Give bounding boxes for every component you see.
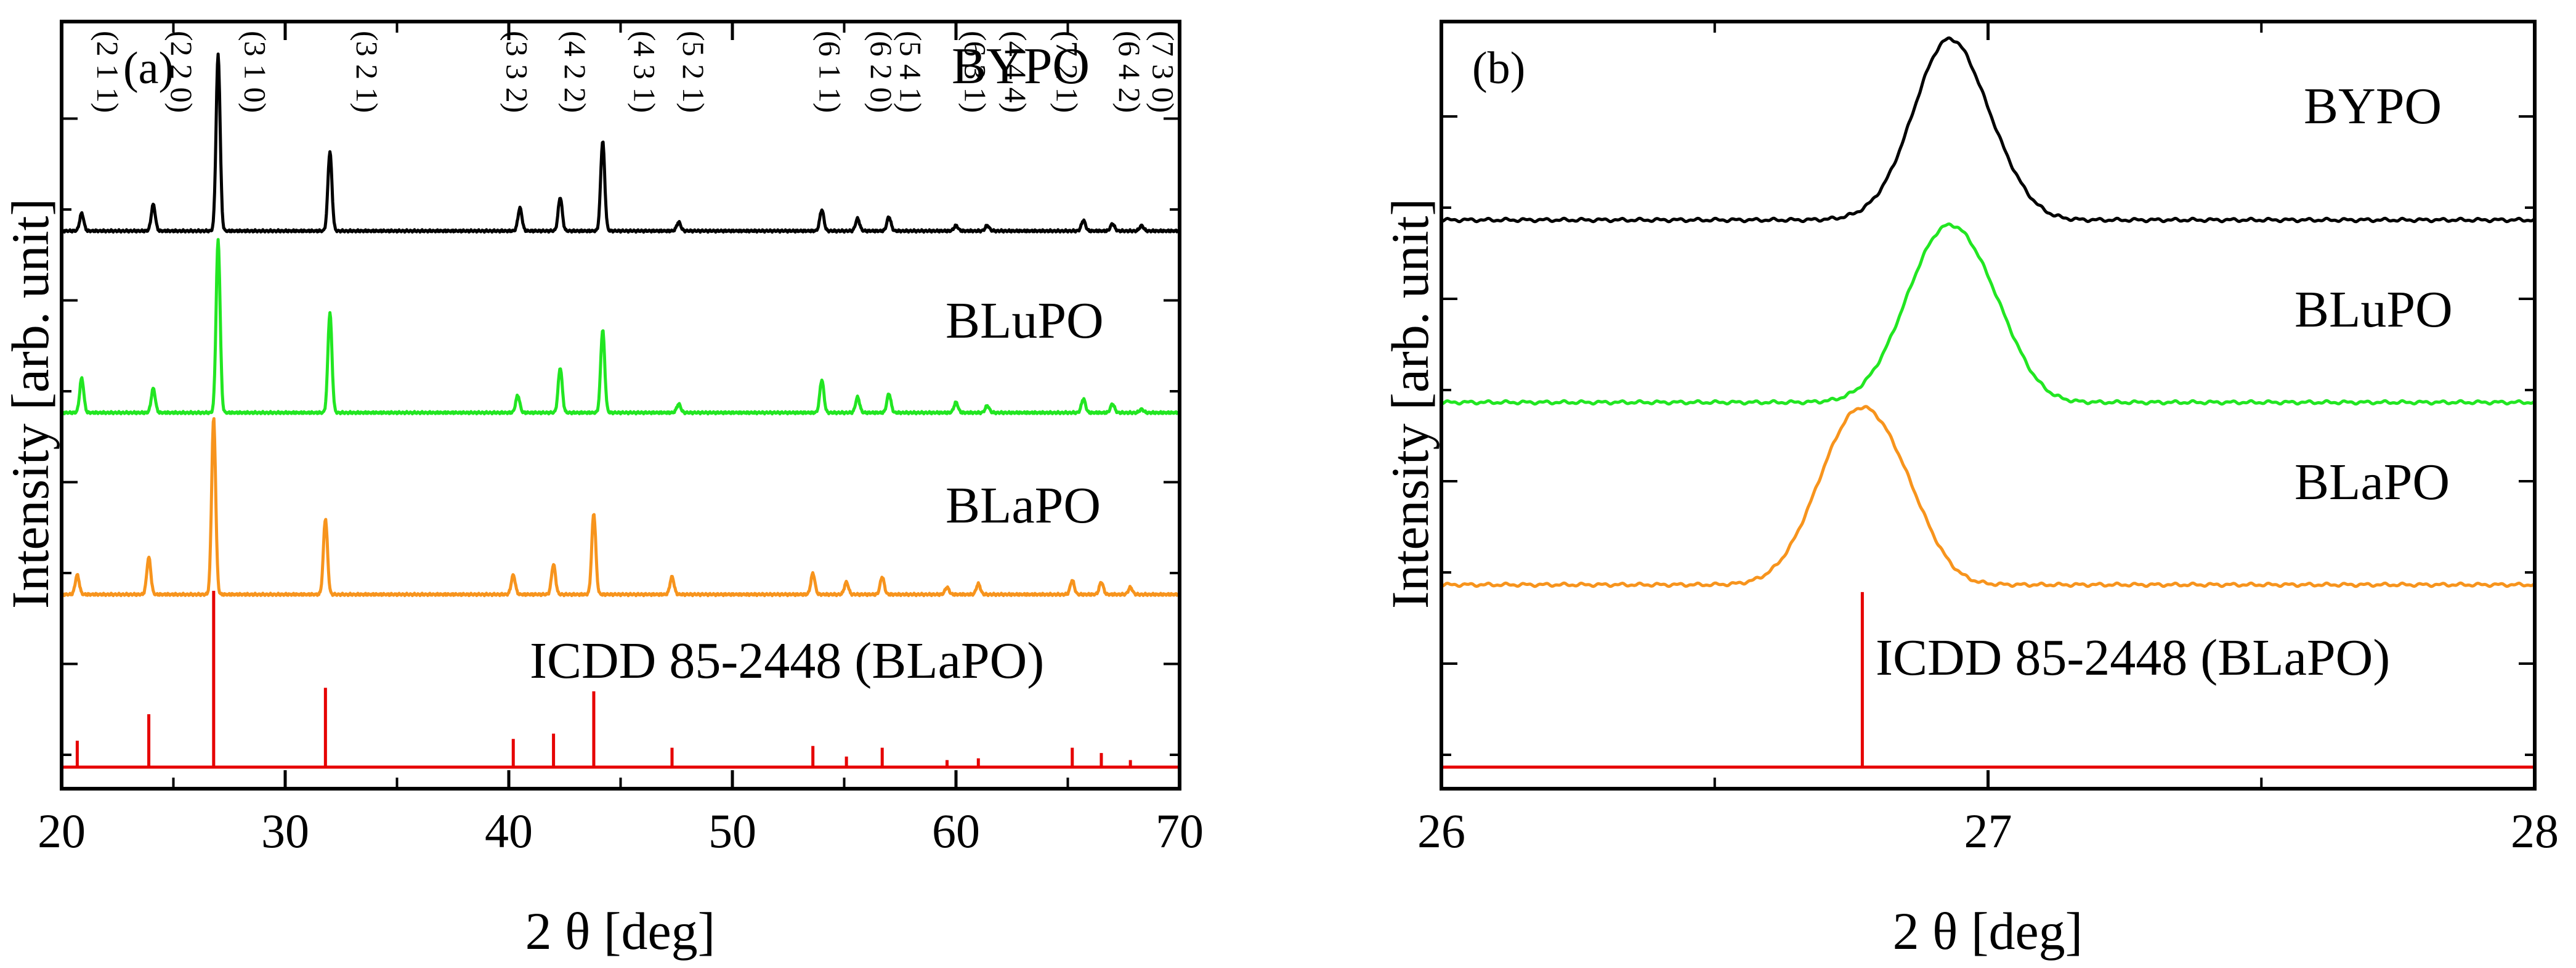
panel-a-ylabel: Intensity [arb. unit] [1, 198, 60, 609]
panel-b-ylabel: Intensity [arb. unit] [1380, 198, 1440, 609]
hkl-label: (5 2 1) [676, 31, 711, 113]
hkl-label: (6 1 1) [813, 31, 848, 113]
hkl-label: (6 3 1) [958, 31, 993, 113]
series-bypo [1441, 36, 2536, 224]
hkl-label: (7 3 0) [1146, 31, 1180, 113]
panel-a-legend-bypo: BYPO [952, 38, 1090, 95]
hkl-label: (2 2 0) [164, 31, 199, 113]
panel-b-xlabel: 2 θ [deg] [1893, 901, 2083, 961]
series-blupo [1441, 222, 2536, 406]
x-tick-label: 70 [1156, 804, 1204, 858]
panel-b-legend-icdd: ICDD 85-2448 (BLaPO) [1876, 629, 2390, 686]
panel-b-ticks: 26 27 28 [1417, 22, 2559, 858]
hkl-label: (3 3 2) [500, 31, 534, 113]
x-tick-label: 28 [2511, 804, 2559, 858]
series-blapo [60, 417, 1181, 598]
panel-a-xlabel: 2 θ [deg] [525, 901, 716, 961]
panel-a-hkl-labels: (2 1 1) (2 2 0) (3 1 0) (3 2 1) (3 3 2) (4 2 … [91, 31, 1180, 113]
pattern-line [60, 238, 1181, 416]
hkl-label: (7 2 1) [1050, 31, 1084, 113]
hkl-label: (3 2 1) [350, 31, 384, 113]
panel-b-traces [1441, 36, 2536, 769]
hkl-label: (6 2 0) [864, 31, 899, 113]
x-tick-label: 50 [708, 804, 756, 858]
series-blapo [1441, 405, 2536, 588]
x-tick-label: 20 [38, 804, 86, 858]
x-tick-label: 30 [261, 804, 309, 858]
panel-b-legend-blapo: BLaPO [2295, 453, 2450, 511]
pattern-line [1441, 36, 2536, 224]
x-tick-label: 27 [1964, 804, 2012, 858]
hkl-label: (4 4 4) [998, 31, 1033, 113]
panel-b-label: (b) [1472, 43, 1525, 94]
pattern-line [60, 52, 1181, 234]
panel-a-legend-blupo: BLuPO [946, 292, 1104, 349]
hkl-label: (6 4 2) [1112, 31, 1147, 113]
panel-a-legend-icdd: ICDD 85-2448 (BLaPO) [530, 632, 1044, 689]
series-icdd-85-2448-blapo [63, 590, 1178, 769]
hkl-label: (2 1 1) [91, 31, 125, 113]
series-blupo [60, 238, 1181, 416]
panel-b-legend-blupo: BLuPO [2295, 281, 2453, 338]
panel-a-label: (a) [123, 43, 174, 94]
pattern-line [1441, 405, 2536, 588]
series-icdd-85-2448-blapo [1443, 592, 2533, 769]
hkl-label: (4 3 1) [627, 31, 662, 113]
x-tick-label: 40 [485, 804, 533, 858]
panel-a-legend-blapo: BLaPO [946, 477, 1101, 534]
panel-a-chart: 20 30 40 50 60 70 (a) (2 1 1) (2 2 0) (3 1 0) (3… [1, 20, 1204, 961]
x-tick-label: 60 [932, 804, 980, 858]
panel-b-chart: 26 27 28 (b) BYPO BLuPO BLaPO ICDD 85-2448… [1380, 20, 2559, 961]
pattern-line [60, 417, 1181, 598]
hkl-label: (3 1 0) [238, 31, 273, 113]
x-tick-label: 26 [1417, 804, 1465, 858]
panel-a-traces [60, 52, 1181, 769]
panel-a-ticks: 20 30 40 50 60 70 [38, 22, 1204, 858]
hkl-label: (5 4 1) [893, 31, 928, 113]
hkl-label: (4 2 2) [558, 31, 593, 113]
panel-b-legend-bypo: BYPO [2304, 78, 2442, 135]
series-bypo [60, 52, 1181, 234]
pattern-line [1441, 222, 2536, 406]
